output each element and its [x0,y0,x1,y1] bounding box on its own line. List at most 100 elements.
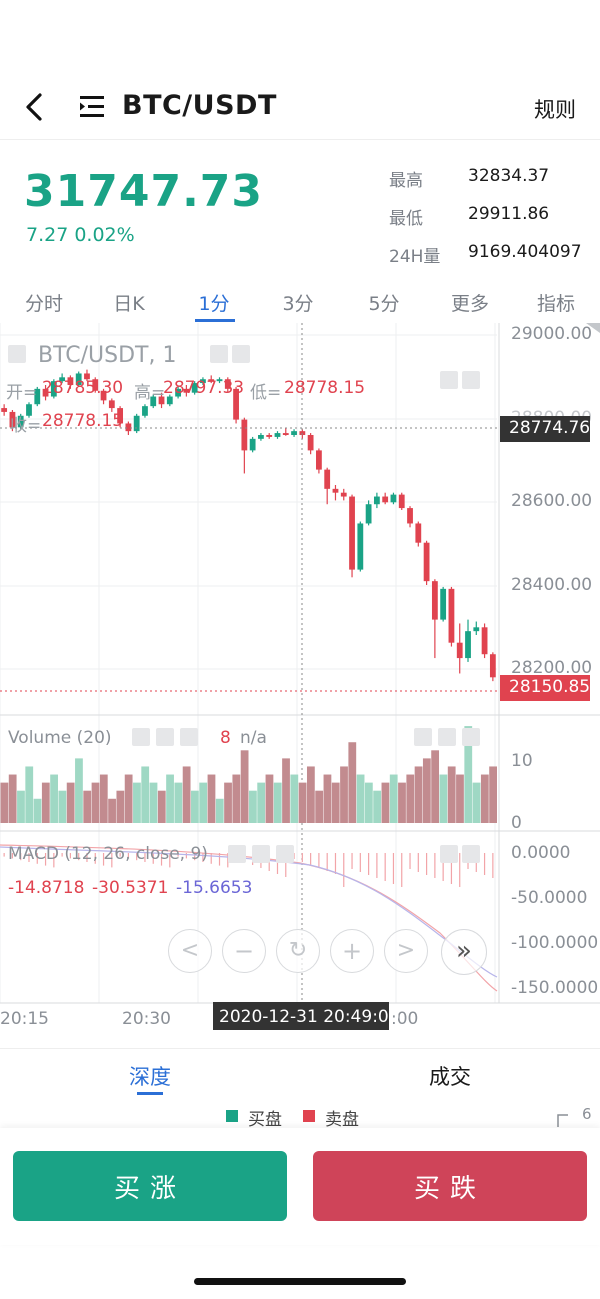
volume-bar [224,782,232,823]
volume-na: n/a [240,728,267,748]
candle-body [390,494,397,503]
buy-down-button[interactable]: 买跌 [313,1151,587,1221]
volume-bar [99,774,108,823]
stat-label-volume: 24H量 [389,247,441,267]
depth-axis-value: 6 [582,1105,592,1123]
top-nav-bar: BTC/USDT 规则 [0,70,600,140]
tab-timeshare[interactable]: 分时 [24,293,64,315]
candle-body [67,377,74,385]
candle-body [142,406,148,416]
volume-bar [207,774,216,823]
candle-body [200,379,206,384]
buy-up-button[interactable]: 买涨 [13,1151,287,1221]
volume-bar [464,726,473,823]
depth-section: 深度 成交 买盘 卖盘 6 [0,1048,600,1130]
volume-bar [182,766,191,823]
crosshair-price-label: 28774.76 [500,416,590,442]
kline-chart[interactable]: BTC/USDT, 1 开= 28785.30 高= 28797.33 低= 2… [0,323,600,1035]
candle-body [258,435,264,439]
scroll-to-latest-button[interactable]: » [441,929,487,975]
tab-daily-k[interactable]: 日K [113,293,145,315]
scale-handle-icon [586,323,600,333]
candle-body [365,504,372,524]
candle-body [282,433,289,435]
candle-body [42,388,49,397]
macd-value: -14.8718 [8,878,85,898]
eye-icon [228,845,246,863]
candle-body [208,379,215,382]
candle-body [340,492,347,497]
volume-axis-label: 10 [511,751,533,771]
candle-body [183,388,190,393]
move-updown-icon [462,371,480,389]
move-down-icon [438,728,456,746]
tab-1min[interactable]: 1分 [198,293,230,315]
settings-icon [252,845,270,863]
move-updown-icon [462,845,480,863]
zoom-out-button[interactable]: − [222,929,266,973]
pair-title[interactable]: BTC/USDT [122,90,277,121]
tab-3min[interactable]: 3分 [282,293,314,315]
volume-bar [398,782,406,823]
candle-body [407,508,413,524]
volume-bar [414,766,423,823]
candle-body [17,415,24,428]
sub-tab-underline [137,1092,163,1095]
candle-body [117,408,124,424]
time-axis-label: 20:15 [0,1009,49,1029]
reset-zoom-button[interactable]: ↻ [276,929,320,973]
tab-5min[interactable]: 5分 [368,293,400,315]
candle-body [216,379,223,382]
ohlc-close-label: 收= [10,416,42,436]
volume-bar [373,790,382,823]
candle-body [59,377,66,382]
macd-axis-label: -50.0000 [511,888,588,908]
volume-bar [141,766,150,823]
tab-more[interactable]: 更多 [450,293,490,315]
tab-indicators[interactable]: 指标 [536,293,576,315]
candle-body [92,379,99,391]
volume-bar [306,766,315,823]
tab-trades[interactable]: 成交 [429,1065,471,1089]
volume-bar [240,750,249,823]
volume-bar [257,782,266,823]
buy-legend-label: 买盘 [248,1110,282,1130]
list-menu-icon[interactable] [78,94,108,120]
candle-body [415,523,422,543]
stat-label-high: 最高 [389,171,423,191]
volume-bar [191,790,199,823]
ohlc-low-value: 28778.15 [284,378,366,398]
close-icon [180,728,198,746]
candle-body [175,388,181,397]
volume-bar [91,782,100,823]
volume-bar [41,782,50,823]
rules-link[interactable]: 规则 [534,98,576,122]
volume-bar [439,774,448,823]
volume-bar [8,774,17,823]
last-price: 31747.73 [24,166,264,217]
volume-bar [447,766,456,823]
candle-body [150,396,157,407]
volume-bar [472,782,481,823]
scroll-left-button[interactable]: < [168,929,212,973]
volume-bar [232,774,241,823]
volume-bar [348,742,357,823]
candle-body [423,542,430,582]
tab-depth[interactable]: 深度 [129,1065,171,1089]
candle-body [291,431,297,435]
symbol-legend: BTC/USDT, 1 [38,343,177,368]
volume-bar [290,774,299,823]
volume-bar [108,798,116,823]
candle-body [241,419,248,451]
back-arrow-icon[interactable] [20,92,50,122]
stat-label-low: 最低 [389,209,423,229]
sell-legend-swatch [303,1110,315,1122]
home-indicator [194,1278,406,1285]
volume-bar [340,766,348,823]
zoom-in-button[interactable]: + [330,929,374,973]
volume-bar [33,798,42,823]
candle-body [34,388,41,405]
scroll-right-button[interactable]: > [384,929,428,973]
ohlc-open-label: 开= [6,383,38,403]
